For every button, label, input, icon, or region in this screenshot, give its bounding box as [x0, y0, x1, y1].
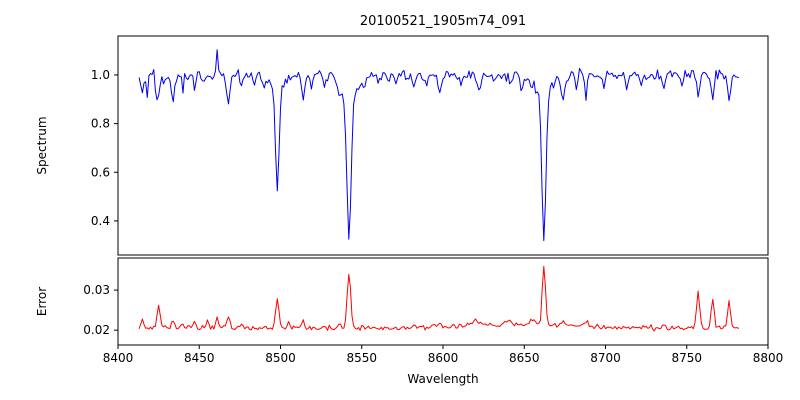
spectrum-axes-border — [117, 35, 769, 256]
error-y-ticks: 0.02 0.03 — [83, 283, 118, 337]
chart-title: 20100521_1905m74_091 — [360, 14, 526, 29]
y-tick-label: 0.02 — [83, 323, 110, 337]
x-tick-label: 8600 — [428, 351, 459, 365]
x-tick-label: 8700 — [590, 351, 621, 365]
spectrum-y-ticks: 0.4 0.6 0.8 1.0 — [91, 68, 118, 228]
x-tick-label: 8450 — [184, 351, 215, 365]
x-tick-label: 8750 — [671, 351, 702, 365]
x-axis-label: Wavelength — [407, 372, 478, 386]
spectrum-subplot: 0.4 0.6 0.8 1.0 Spectrum — [35, 35, 769, 256]
y-tick-label: 0.4 — [91, 214, 110, 228]
y-tick-label: 0.8 — [91, 117, 110, 131]
y-tick-label: 1.0 — [91, 68, 110, 82]
error-y-axis-label: Error — [35, 287, 49, 316]
y-tick-label: 0.03 — [83, 283, 110, 297]
x-tick-label: 8800 — [753, 351, 784, 365]
x-axis-ticks: 8400 8450 8500 8550 8600 8650 8700 8750 8800 — [103, 345, 784, 365]
x-tick-label: 8400 — [103, 351, 134, 365]
x-tick-label: 8500 — [265, 351, 296, 365]
x-tick-label: 8550 — [346, 351, 377, 365]
error-series-line — [138, 265, 740, 332]
x-tick-label: 8650 — [509, 351, 540, 365]
error-subplot: 0.02 0.03 Error — [35, 257, 769, 346]
spectrum-series-line — [138, 49, 740, 242]
spectrum-y-axis-label: Spectrum — [35, 116, 49, 174]
y-tick-label: 0.6 — [91, 165, 110, 179]
